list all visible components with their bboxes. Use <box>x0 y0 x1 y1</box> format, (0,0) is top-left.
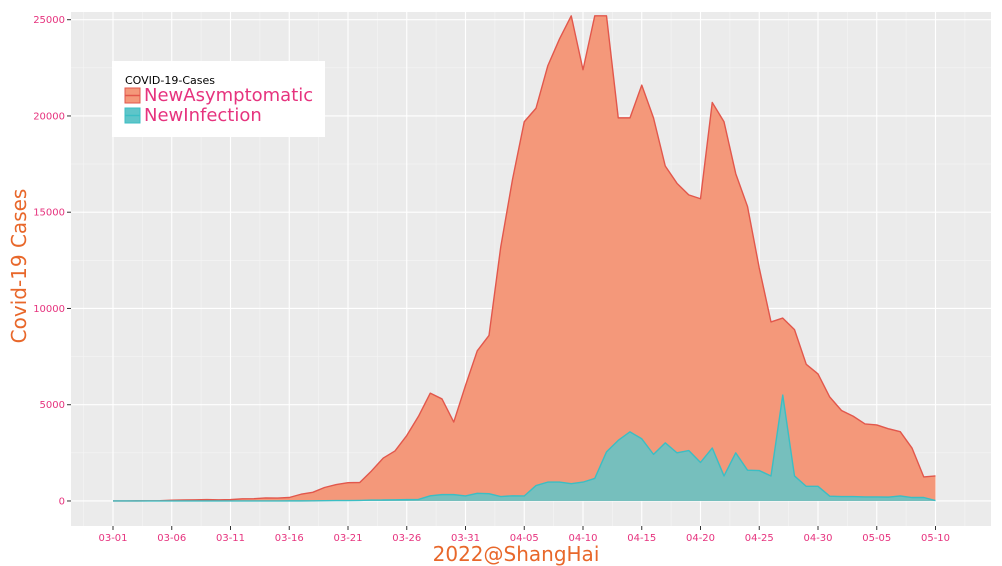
x-axis-title: 2022@ShangHai <box>433 542 600 566</box>
x-tick-label: 04-25 <box>745 533 774 544</box>
x-tick-label: 03-21 <box>333 533 362 544</box>
x-tick-label: 04-20 <box>686 533 715 544</box>
x-tick-label: 03-31 <box>451 533 480 544</box>
y-tick-label: 0 <box>59 496 65 507</box>
y-tick-label: 25000 <box>33 15 65 26</box>
legend-label-new-infection: NewInfection <box>144 105 262 126</box>
legend-box <box>112 61 325 137</box>
y-tick-label: 15000 <box>33 208 65 219</box>
series-new-asymptomatic-area <box>113 15 936 501</box>
series-new-infection-line <box>113 394 936 502</box>
series-new-asymptomatic-line <box>113 15 936 502</box>
y-axis: 0 5000 10000 15000 20000 25000 <box>33 15 71 507</box>
series-layer <box>113 15 936 502</box>
x-tick-label: 04-10 <box>568 533 597 544</box>
legend: COVID-19-Cases NewAsymptomatic NewInfect… <box>112 61 325 137</box>
x-tick-label: 04-30 <box>803 533 832 544</box>
series-new-infection-area <box>113 395 936 501</box>
x-axis: 03-01 03-06 03-11 03-16 03-21 03-26 03-31 04-05… <box>98 526 950 544</box>
y-tick-label: 20000 <box>33 111 65 122</box>
x-tick-label: 03-01 <box>98 533 127 544</box>
x-tick-label: 04-05 <box>510 533 539 544</box>
x-tick-label: 05-05 <box>862 533 891 544</box>
x-tick-label: 03-11 <box>216 533 245 544</box>
y-tick-label: 5000 <box>40 400 65 411</box>
x-tick-label: 05-10 <box>921 533 950 544</box>
legend-title: COVID-19-Cases <box>125 74 215 87</box>
y-tick-label: 10000 <box>33 304 65 315</box>
x-tick-label: 03-16 <box>275 533 304 544</box>
y-axis-title: Covid-19 Cases <box>7 189 31 344</box>
legend-label-new-asymptomatic: NewAsymptomatic <box>144 85 313 106</box>
x-tick-label: 03-26 <box>392 533 421 544</box>
x-tick-label: 04-15 <box>627 533 656 544</box>
x-tick-label: 03-06 <box>157 533 186 544</box>
